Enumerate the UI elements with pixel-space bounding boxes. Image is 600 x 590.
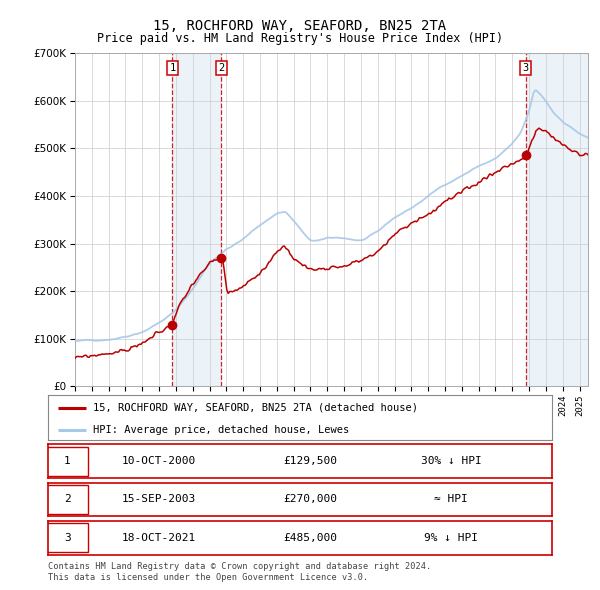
Text: 3: 3	[523, 63, 529, 73]
Text: 15, ROCHFORD WAY, SEAFORD, BN25 2TA (detached house): 15, ROCHFORD WAY, SEAFORD, BN25 2TA (det…	[94, 403, 418, 412]
Text: 1: 1	[64, 456, 71, 466]
Bar	[172, 53, 221, 386]
Text: 2: 2	[64, 494, 71, 504]
FancyBboxPatch shape	[46, 485, 88, 514]
Text: 3: 3	[64, 533, 71, 543]
Text: 2: 2	[218, 63, 224, 73]
Text: Price paid vs. HM Land Registry's House Price Index (HPI): Price paid vs. HM Land Registry's House …	[97, 32, 503, 45]
Text: 15, ROCHFORD WAY, SEAFORD, BN25 2TA: 15, ROCHFORD WAY, SEAFORD, BN25 2TA	[154, 19, 446, 33]
Text: £485,000: £485,000	[283, 533, 337, 543]
FancyBboxPatch shape	[46, 523, 88, 552]
Bar	[526, 53, 588, 386]
Text: 18-OCT-2021: 18-OCT-2021	[122, 533, 196, 543]
Text: Contains HM Land Registry data © Crown copyright and database right 2024.
This d: Contains HM Land Registry data © Crown c…	[48, 562, 431, 582]
Text: 9% ↓ HPI: 9% ↓ HPI	[424, 533, 478, 543]
Text: 15-SEP-2003: 15-SEP-2003	[122, 494, 196, 504]
Text: £129,500: £129,500	[283, 456, 337, 466]
Text: HPI: Average price, detached house, Lewes: HPI: Average price, detached house, Lewe…	[94, 425, 350, 435]
Text: 10-OCT-2000: 10-OCT-2000	[122, 456, 196, 466]
Text: 1: 1	[169, 63, 176, 73]
Text: ≈ HPI: ≈ HPI	[434, 494, 468, 504]
Text: £270,000: £270,000	[283, 494, 337, 504]
FancyBboxPatch shape	[46, 447, 88, 476]
Text: 30% ↓ HPI: 30% ↓ HPI	[421, 456, 482, 466]
